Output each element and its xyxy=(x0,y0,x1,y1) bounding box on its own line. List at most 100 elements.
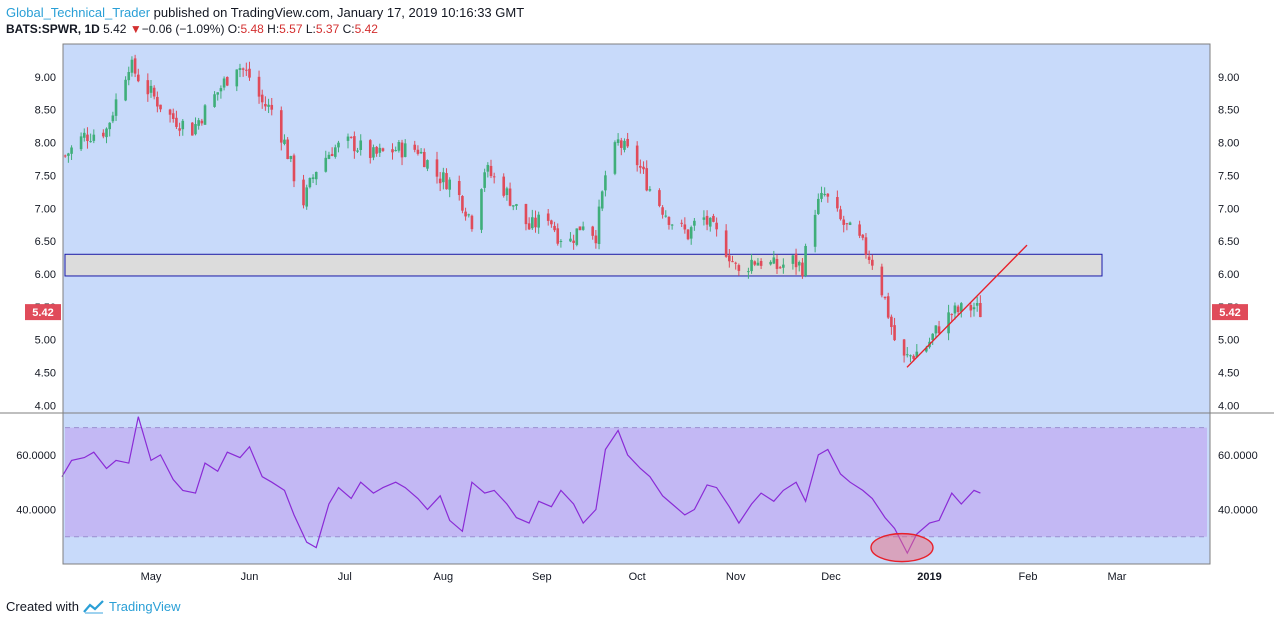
candle xyxy=(381,148,385,151)
candle xyxy=(645,168,649,191)
candle xyxy=(686,229,690,240)
candle xyxy=(270,104,274,110)
candle xyxy=(572,240,575,243)
candle xyxy=(82,132,86,138)
candle xyxy=(400,142,404,158)
candle xyxy=(524,203,528,225)
tradingview-brand[interactable]: TradingView xyxy=(108,599,181,614)
change-arrow-icon: ▼ xyxy=(129,22,142,36)
candle xyxy=(289,156,293,159)
oversold-highlight[interactable] xyxy=(870,532,934,563)
candle xyxy=(550,220,553,225)
price-tick-label-right: 8.00 xyxy=(1218,138,1239,150)
candle xyxy=(248,68,251,78)
candle xyxy=(442,172,445,183)
candle xyxy=(534,217,537,228)
candle xyxy=(626,138,629,147)
candle xyxy=(600,191,604,209)
ohlc-header: BATS:SPWR, 1D 5.42 ▼−0.06 (−1.09%) O:5.4… xyxy=(6,22,378,36)
price-tick-label-left: 5.00 xyxy=(35,335,56,347)
candle xyxy=(683,224,687,230)
candle xyxy=(836,197,839,209)
candle xyxy=(705,215,709,225)
candle xyxy=(553,225,556,231)
candle xyxy=(394,150,397,152)
price-tick-label-right: 4.50 xyxy=(1218,368,1239,380)
candle xyxy=(238,68,242,70)
trend-line[interactable] xyxy=(906,244,1028,368)
candle xyxy=(194,124,197,135)
price-tick-label-right: 9.00 xyxy=(1218,72,1239,84)
last-price-badge-right xyxy=(1212,304,1248,321)
rsi-tick-label-left: 40.0000 xyxy=(16,504,56,516)
author-link[interactable]: Global_Technical_Trader xyxy=(6,5,151,20)
candle xyxy=(826,193,830,197)
candle xyxy=(241,68,245,70)
last-price: 5.42 xyxy=(103,22,127,36)
plot-frame xyxy=(62,43,1211,565)
candle xyxy=(470,215,474,230)
candle xyxy=(397,141,401,151)
candle xyxy=(257,76,261,97)
candle xyxy=(546,213,550,221)
candle xyxy=(171,113,175,119)
candle xyxy=(422,151,426,168)
candle xyxy=(969,305,973,311)
candle xyxy=(734,262,737,264)
candle xyxy=(842,219,846,225)
chart-canvas[interactable]: 4.004.004.504.505.005.005.505.506.006.00… xyxy=(0,40,1274,595)
candle xyxy=(130,59,134,73)
candle xyxy=(203,105,207,125)
price-tick-label-left: 7.00 xyxy=(35,203,56,215)
candle xyxy=(391,149,394,153)
candle xyxy=(502,176,506,196)
candle xyxy=(89,141,92,143)
support-zone[interactable] xyxy=(64,253,1103,277)
x-tick-label: Jul xyxy=(338,571,352,583)
candle xyxy=(759,260,763,266)
x-tick-label: 2019 xyxy=(917,571,941,583)
candle xyxy=(156,96,159,107)
candle xyxy=(283,139,286,144)
candle xyxy=(604,175,607,191)
candle xyxy=(127,72,131,81)
candle xyxy=(260,94,264,103)
candle xyxy=(820,192,823,199)
candle xyxy=(67,153,70,156)
publish-header: Global_Technical_Trader published on Tra… xyxy=(6,5,524,20)
candle xyxy=(70,147,73,154)
candle xyxy=(731,261,734,263)
candle xyxy=(648,189,652,191)
x-tick-label: Jun xyxy=(241,571,259,583)
candle xyxy=(181,120,185,130)
candle xyxy=(880,266,884,296)
low-label: L: xyxy=(305,22,316,36)
candle xyxy=(975,303,979,306)
candle xyxy=(219,88,223,92)
candle xyxy=(953,305,957,314)
published-text: published on TradingView.com, January 17… xyxy=(150,5,525,20)
candle xyxy=(375,146,378,154)
candle xyxy=(909,355,912,357)
candle xyxy=(245,69,248,71)
price-tick-label-right: 6.00 xyxy=(1218,269,1239,281)
candle xyxy=(168,109,172,115)
price-tick-label-right: 6.50 xyxy=(1218,236,1239,248)
candle xyxy=(724,230,728,257)
candle xyxy=(346,136,350,141)
candle xyxy=(715,222,718,230)
candle xyxy=(613,142,617,174)
rsi-line[interactable] xyxy=(61,416,981,555)
candle xyxy=(750,259,753,272)
candle xyxy=(864,237,868,255)
candle xyxy=(356,150,359,152)
candle xyxy=(578,226,582,231)
candle xyxy=(947,312,950,334)
x-tick-label: Feb xyxy=(1019,571,1038,583)
candle xyxy=(200,120,204,124)
candle xyxy=(464,211,467,217)
candle xyxy=(591,226,594,236)
candle xyxy=(905,354,909,356)
candle xyxy=(311,177,315,180)
candle xyxy=(667,216,671,225)
